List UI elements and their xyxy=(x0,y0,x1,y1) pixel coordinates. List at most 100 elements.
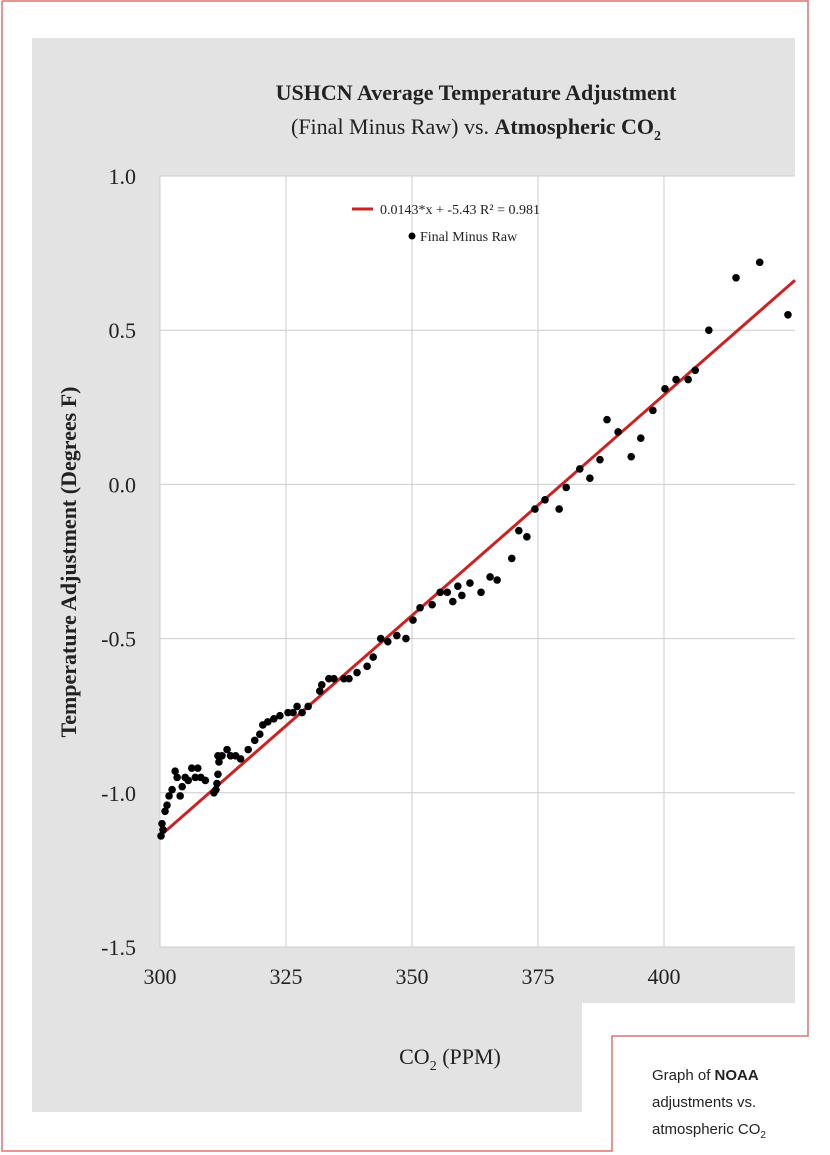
data-point xyxy=(627,452,636,461)
legend-fit-label: 0.0143*x + -5.43 R² = 0.981 xyxy=(380,203,540,218)
data-point xyxy=(649,406,657,415)
x-tick-label: 400 xyxy=(647,964,680,989)
subtitle-sub: 2 xyxy=(654,129,661,144)
caption-noaa: NOAA xyxy=(714,1067,759,1084)
data-point xyxy=(383,637,392,646)
data-point xyxy=(454,582,462,590)
y-tick-label: -1.0 xyxy=(101,781,136,806)
outer-frame xyxy=(1,0,809,1152)
legend-points-label: Final Minus Raw xyxy=(420,230,518,245)
data-point xyxy=(250,736,259,745)
data-point xyxy=(705,326,713,335)
data-point xyxy=(562,483,570,492)
data-point xyxy=(236,755,245,763)
data-point xyxy=(317,681,326,689)
data-point xyxy=(244,745,252,754)
data-point xyxy=(345,674,353,683)
data-point xyxy=(755,258,764,267)
data-point xyxy=(486,573,494,581)
y-axis-label: Temperature Adjustment (Degrees F) xyxy=(56,387,81,738)
data-point xyxy=(298,708,306,717)
data-point xyxy=(176,792,184,800)
y-tick-label: -0.5 xyxy=(101,627,136,652)
data-point xyxy=(576,465,584,473)
data-point xyxy=(212,785,220,794)
data-point xyxy=(161,807,169,816)
legend-points-swatch xyxy=(408,232,416,240)
data-point xyxy=(187,764,196,772)
caption: Graph of NOAA adjustments vs. atmospheri… xyxy=(652,1062,822,1149)
caption-text-2: adjustments vs. xyxy=(652,1094,757,1111)
data-point xyxy=(507,554,516,563)
data-point xyxy=(661,384,669,393)
data-point xyxy=(523,533,531,541)
data-point xyxy=(458,591,466,600)
data-point xyxy=(636,434,645,442)
chart-subtitle: (Final Minus Raw) vs. Atmospheric CO2 xyxy=(291,114,661,144)
data-point xyxy=(416,603,424,612)
data-point xyxy=(165,792,173,800)
data-point xyxy=(393,631,401,640)
data-point xyxy=(363,662,371,671)
data-point xyxy=(223,745,231,754)
data-point xyxy=(531,505,539,513)
data-point xyxy=(541,496,549,504)
data-point xyxy=(264,718,272,726)
data-point xyxy=(428,600,436,609)
x-tick-label: 300 xyxy=(144,964,177,989)
fit-line xyxy=(159,279,796,838)
x-tick-labels: 300 325 350 375 400 xyxy=(144,964,681,989)
x-tick-label: 375 xyxy=(521,964,554,989)
data-point xyxy=(614,428,622,436)
data-point xyxy=(732,273,740,282)
data-point xyxy=(178,782,186,791)
data-point xyxy=(255,730,264,739)
data-point xyxy=(215,758,223,766)
data-point xyxy=(168,785,176,794)
data-point xyxy=(353,668,361,677)
data-point xyxy=(493,576,501,584)
x-label-co: CO xyxy=(399,1044,430,1069)
data-point xyxy=(270,714,278,723)
data-point xyxy=(213,779,221,788)
data-point xyxy=(276,711,284,720)
y-tick-label: 0.5 xyxy=(109,318,137,343)
data-point xyxy=(555,505,563,513)
data-point xyxy=(784,310,792,319)
y-tick-label: 1.0 xyxy=(109,164,137,189)
caption-sub: 2 xyxy=(760,1130,766,1141)
data-point xyxy=(477,588,485,597)
data-point xyxy=(466,579,474,587)
data-point xyxy=(436,588,445,597)
data-point xyxy=(173,773,181,782)
chart-title: USHCN Average Temperature Adjustment xyxy=(276,80,677,105)
data-point xyxy=(603,415,611,424)
x-axis-label: CO2 (PPM) xyxy=(399,1044,501,1074)
y-tick-label: -1.5 xyxy=(101,935,136,960)
x-label-suffix: (PPM) xyxy=(437,1044,501,1069)
y-tick-labels: 1.0 0.5 0.0 -0.5 -1.0 -1.5 xyxy=(101,164,136,960)
data-point xyxy=(158,819,166,828)
data-points xyxy=(157,258,792,840)
x-label-sub: 2 xyxy=(430,1059,437,1074)
data-point xyxy=(596,455,604,464)
plot-area xyxy=(160,176,795,947)
data-point xyxy=(409,616,417,624)
data-point xyxy=(171,767,179,776)
caption-text-1: Graph of xyxy=(652,1067,715,1084)
gridlines xyxy=(159,175,795,948)
data-point xyxy=(330,674,338,683)
subtitle-prefix: (Final Minus Raw) vs. xyxy=(291,114,495,139)
x-tick-label: 325 xyxy=(269,964,302,989)
caption-text-3: atmospheric CO xyxy=(652,1121,761,1138)
data-point xyxy=(201,776,210,785)
regression-line xyxy=(159,279,796,838)
data-point xyxy=(672,375,680,384)
data-point xyxy=(684,375,692,384)
data-point xyxy=(369,653,377,661)
data-point xyxy=(449,597,457,606)
data-point xyxy=(163,801,171,809)
data-point xyxy=(184,776,193,785)
data-point xyxy=(315,687,324,695)
